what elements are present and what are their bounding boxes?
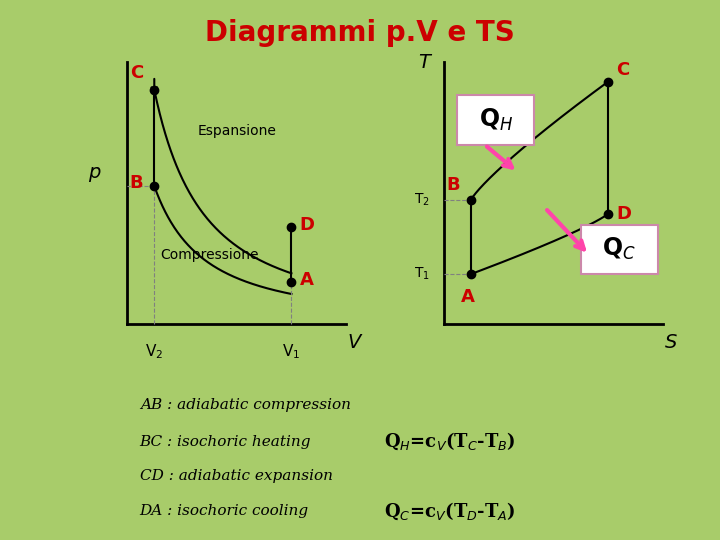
Text: C: C	[616, 61, 630, 79]
Text: S: S	[665, 333, 678, 352]
Text: Q$_{C}$=c$_{V}$(T$_{D}$-T$_{A}$): Q$_{C}$=c$_{V}$(T$_{D}$-T$_{A}$)	[384, 501, 516, 522]
Text: B: B	[446, 176, 460, 194]
Text: V$_1$: V$_1$	[282, 343, 300, 361]
Text: Diagrammi p.V e TS: Diagrammi p.V e TS	[205, 19, 515, 47]
Text: T$_2$: T$_2$	[414, 192, 430, 208]
Text: Q$_{H}$=c$_{V}$(T$_{C}$-T$_{B}$): Q$_{H}$=c$_{V}$(T$_{C}$-T$_{B}$)	[384, 431, 516, 452]
Text: T$_1$: T$_1$	[414, 266, 430, 282]
Text: C: C	[130, 64, 143, 82]
Text: B: B	[130, 174, 143, 192]
Text: AB : adiabatic compression: AB : adiabatic compression	[140, 398, 351, 412]
Text: Espansione: Espansione	[197, 124, 276, 138]
Text: BC : isochoric heating: BC : isochoric heating	[140, 435, 311, 449]
Bar	[581, 225, 657, 274]
Text: p: p	[88, 163, 100, 182]
Text: V: V	[348, 333, 361, 352]
Text: A: A	[462, 288, 475, 306]
Text: DA : isochoric cooling: DA : isochoric cooling	[140, 504, 309, 518]
Text: Q$_H$: Q$_H$	[479, 107, 513, 133]
Text: Compressione: Compressione	[160, 248, 258, 262]
Bar	[457, 96, 534, 145]
Text: A: A	[300, 271, 313, 288]
Text: V$_2$: V$_2$	[145, 343, 163, 361]
Text: CD : adiabatic expansion: CD : adiabatic expansion	[140, 469, 333, 483]
Text: Q$_C$: Q$_C$	[603, 236, 636, 262]
Text: D: D	[300, 215, 315, 233]
Text: D: D	[616, 205, 631, 222]
Text: T: T	[418, 53, 431, 72]
